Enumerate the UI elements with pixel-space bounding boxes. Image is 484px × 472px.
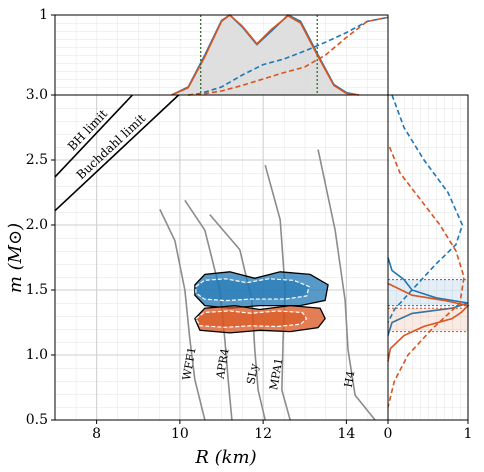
x-tick-label: 8 <box>92 426 101 442</box>
limit-line <box>54 94 134 178</box>
x-tick-label: 12 <box>254 426 272 442</box>
x-tick-label: 1 <box>464 426 473 442</box>
plot-layer <box>51 13 470 424</box>
dashed-line <box>188 16 389 96</box>
minor-grid <box>388 95 468 420</box>
y-tick-label: 1.0 <box>26 347 48 363</box>
x-tick-label: 10 <box>171 426 189 442</box>
y-tick-label: 3.0 <box>26 87 48 103</box>
dashed-line <box>387 146 465 408</box>
y-axis-label: m (M⊙) <box>5 223 26 293</box>
y-tick-label: 2.0 <box>26 217 48 233</box>
contour-inner <box>195 310 308 328</box>
line <box>387 282 470 362</box>
y-tick-label: 1 <box>39 7 48 23</box>
y-tick-label: 0.5 <box>26 412 48 428</box>
curve-label: APR4 <box>213 347 231 380</box>
curve-label: H4 <box>342 370 358 389</box>
credible-band <box>388 308 468 332</box>
right-frame <box>387 94 469 421</box>
top-frame <box>54 14 389 96</box>
curve-label: MPA1 <box>267 357 285 391</box>
line <box>387 257 469 336</box>
line <box>171 13 359 96</box>
curve-label: SLy <box>244 362 261 386</box>
line <box>159 209 206 421</box>
dashed-line <box>188 16 389 96</box>
y-tick-label: 2.5 <box>26 152 48 168</box>
contour-inner <box>195 278 310 302</box>
line <box>317 149 376 421</box>
minor-grid <box>55 95 388 420</box>
area <box>171 15 359 95</box>
x-tick-label: 14 <box>337 426 355 442</box>
curve-label: WFF1 <box>180 346 199 381</box>
limit-line <box>54 94 180 212</box>
y-tick-label: 1.5 <box>26 282 48 298</box>
x-axis-label: R (km) <box>194 447 256 468</box>
x-tick-label: 0 <box>384 426 393 442</box>
